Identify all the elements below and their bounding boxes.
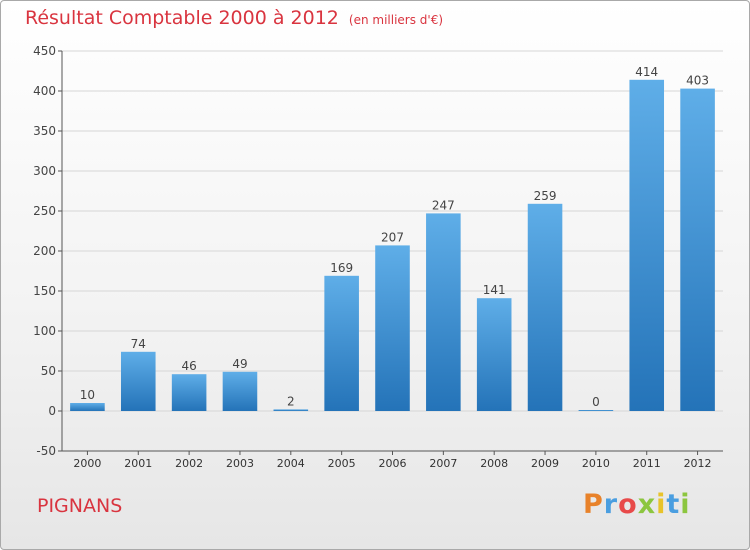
proxiti-logo: Proxiti [583,489,691,520]
logo-letter: P [583,489,604,520]
y-tick-label: 200 [33,244,56,258]
y-tick-label: 400 [33,84,56,98]
bar [578,410,614,411]
place-name: PIGNANS [37,495,123,517]
y-tick-label: 250 [33,204,56,218]
data-label: 259 [534,189,557,203]
bar [527,203,563,411]
data-label: 0 [592,395,600,409]
bar [324,275,359,411]
y-tick-label: 150 [33,284,56,298]
bar [222,371,258,411]
data-label: 169 [330,261,353,275]
x-tick-label: 2003 [226,457,254,470]
data-label: 74 [131,337,146,351]
y-tick-label: 0 [48,404,56,418]
bar [70,403,105,411]
x-tick-label: 2010 [582,457,610,470]
data-label: 46 [181,359,196,373]
title-row: Résultat Comptable 2000 à 2012 (en millie… [25,7,443,29]
chart-title: Résultat Comptable 2000 à 2012 [25,7,339,29]
x-tick-label: 2004 [277,457,305,470]
bar [273,409,309,411]
x-tick-label: 2002 [175,457,203,470]
logo-letter: x [637,489,657,520]
y-tick-label: 50 [41,364,56,378]
bar [171,374,207,411]
x-tick-label: 2011 [633,457,661,470]
chart-subtitle: (en milliers d'€) [348,13,444,27]
data-label: 403 [686,74,709,88]
data-label: 247 [432,198,455,212]
logo-letter: i [656,489,667,520]
y-tick-label: 100 [33,324,56,338]
x-tick-label: 2009 [531,457,559,470]
x-tick-label: 2008 [480,457,508,470]
data-label: 49 [232,357,247,371]
logo-letter: r [603,489,619,520]
y-tick-label: -50 [36,444,56,458]
bar [680,88,715,411]
bar [476,298,512,411]
x-tick-label: 2012 [684,457,712,470]
x-tick-label: 2007 [429,457,457,470]
bar [426,213,461,411]
logo-letter: t [666,489,681,520]
y-tick-label: 300 [33,164,56,178]
data-label: 10 [80,388,95,402]
x-tick-label: 2000 [73,457,101,470]
logo-letter: i [680,489,691,520]
bar [375,245,410,411]
bar [629,79,665,412]
data-label: 2 [287,394,295,408]
bar [120,351,156,411]
y-tick-label: 350 [33,124,56,138]
x-tick-label: 2005 [328,457,356,470]
data-label: 207 [381,230,404,244]
data-label: 414 [635,65,658,79]
data-label: 141 [483,283,506,297]
x-tick-label: 2001 [124,457,152,470]
x-tick-label: 2006 [379,457,407,470]
y-tick-label: 450 [33,44,56,58]
logo-letter: o [618,489,638,520]
